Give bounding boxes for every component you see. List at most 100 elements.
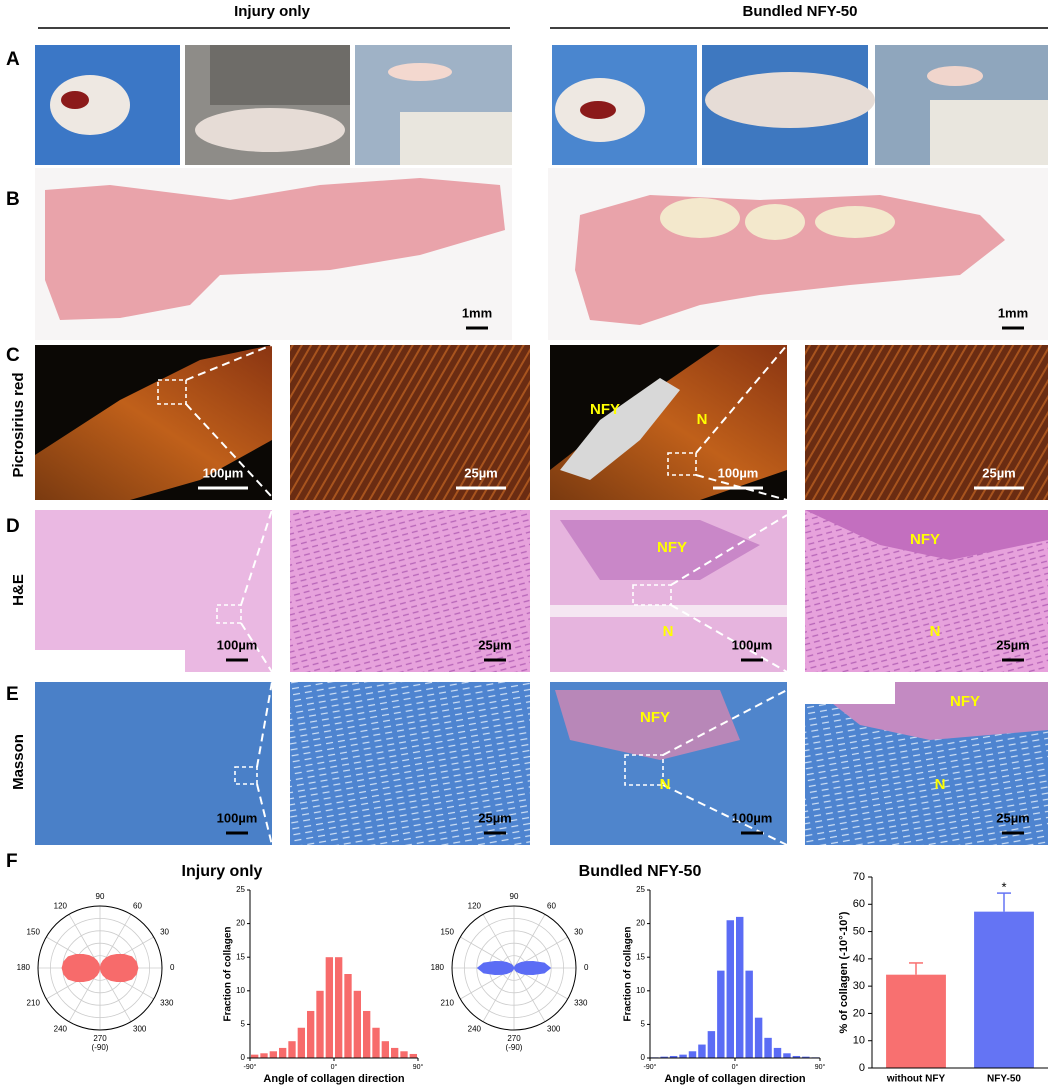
y-tick-label: 30 [853,980,865,992]
rose-lobe [100,954,139,982]
histogram-bar [344,974,352,1058]
theta-tick-label: 150 [27,928,41,937]
histogram-bar [726,920,734,1058]
zoom-line [662,784,788,846]
micrograph [290,345,530,500]
theta-tick-label: 180 [17,963,31,972]
tissue [705,72,875,128]
theta-tick-label: 60 [133,902,142,911]
x-tick-label: NFY-50 [987,1074,1021,1085]
background [550,605,787,617]
tissue [195,108,345,152]
scaffold [560,520,760,580]
x-axis-title: Angle of collagen direction [263,1073,404,1085]
scale-bar-label: 25µm [464,465,498,480]
histogram-bar [707,1031,716,1058]
tissue-label: NFY [590,401,620,418]
theta-tick-label: 240 [54,1025,68,1034]
x-tick-label: without NFY [886,1074,946,1085]
row-label: H&E [10,574,27,606]
tissue-label: N [935,776,946,793]
group-header: Injury only [234,3,311,20]
scaffold [745,204,805,240]
histogram-bar [269,1051,277,1058]
zoom-box [624,754,664,786]
histogram-bar [353,990,361,1058]
theta-tick-label: 120 [468,902,482,911]
y-tick-label: 60 [853,898,865,910]
scale-bar-label: 1mm [998,305,1028,320]
zoom-line [695,474,788,501]
y-axis-title: Fraction of collagen [223,926,234,1021]
theta-tick-label: 120 [54,902,68,911]
ruler [930,100,1048,165]
histogram-bar [669,1055,678,1058]
panel-label: E [6,684,19,705]
ruler [210,45,350,105]
scaffold [555,690,740,760]
histogram-bar [335,957,343,1058]
y-tick-label: 10 [853,1035,865,1047]
micrograph [290,510,530,672]
tissue-label: N [930,623,941,640]
zoom-line [695,344,788,454]
zoom-line [240,509,273,606]
x-tick-label: -90° [244,1063,257,1071]
zoom-line [256,783,273,846]
scale-bar-label: 100µm [718,465,759,480]
significance-mark: * [1001,880,1006,895]
histogram-bar [679,1054,687,1058]
micrograph [805,345,1048,500]
scale-bar-label: 100µm [732,810,773,825]
theta-note: (-90) [92,1043,109,1052]
y-tick-label: 10 [636,986,645,995]
zoom-line [662,689,788,756]
zoom-line [670,604,788,673]
panel-label: D [6,516,20,537]
chart-title: Injury only [182,863,263,880]
histogram-bar [802,1056,810,1058]
theta-tick-label: 210 [441,999,455,1008]
background [805,682,895,704]
theta-tick-label: 0 [584,963,589,972]
theta-tick-label: 210 [27,999,41,1008]
y-tick-label: 15 [236,952,245,961]
spoke [482,914,515,969]
theta-tick-label: 300 [547,1025,561,1034]
chart-title: Bundled NFY-50 [579,863,702,880]
panel-label: C [6,345,20,366]
tissue [50,75,130,135]
y-tick-label: 0 [241,1053,246,1062]
tissue-label: N [697,411,708,428]
y-tick-label: 15 [636,952,645,961]
x-tick-label: 90° [815,1063,826,1071]
zoom-box [667,452,697,476]
histogram-bar [400,1051,408,1058]
tissue-label: NFY [910,531,940,548]
x-tick-label: 90° [413,1063,424,1071]
row-label: Picrosirius red [10,372,27,477]
histogram-bar [409,1053,417,1058]
outer-ring [37,905,163,1031]
scale-bar-label: 25µm [996,810,1030,825]
theta-tick-label: 90 [510,892,519,901]
micrograph [290,682,530,845]
x-tick-label: 0° [732,1063,739,1071]
histogram-bar [307,1010,315,1058]
histogram-bar [773,1047,782,1058]
panel-label: F [6,851,18,872]
panel-label: B [6,189,20,210]
histogram-bar [391,1047,399,1058]
histogram-bar [297,1027,305,1058]
wound [580,101,616,119]
histogram-bar [279,1047,287,1058]
theta-tick-label: 150 [441,928,455,937]
histogram-bar [381,1041,389,1058]
histogram-bar [754,1017,763,1058]
histogram-bar [251,1054,259,1058]
histogram-bar [688,1051,697,1058]
zoom-line [185,403,273,498]
bar [886,974,946,1068]
y-tick-label: 40 [853,953,865,965]
